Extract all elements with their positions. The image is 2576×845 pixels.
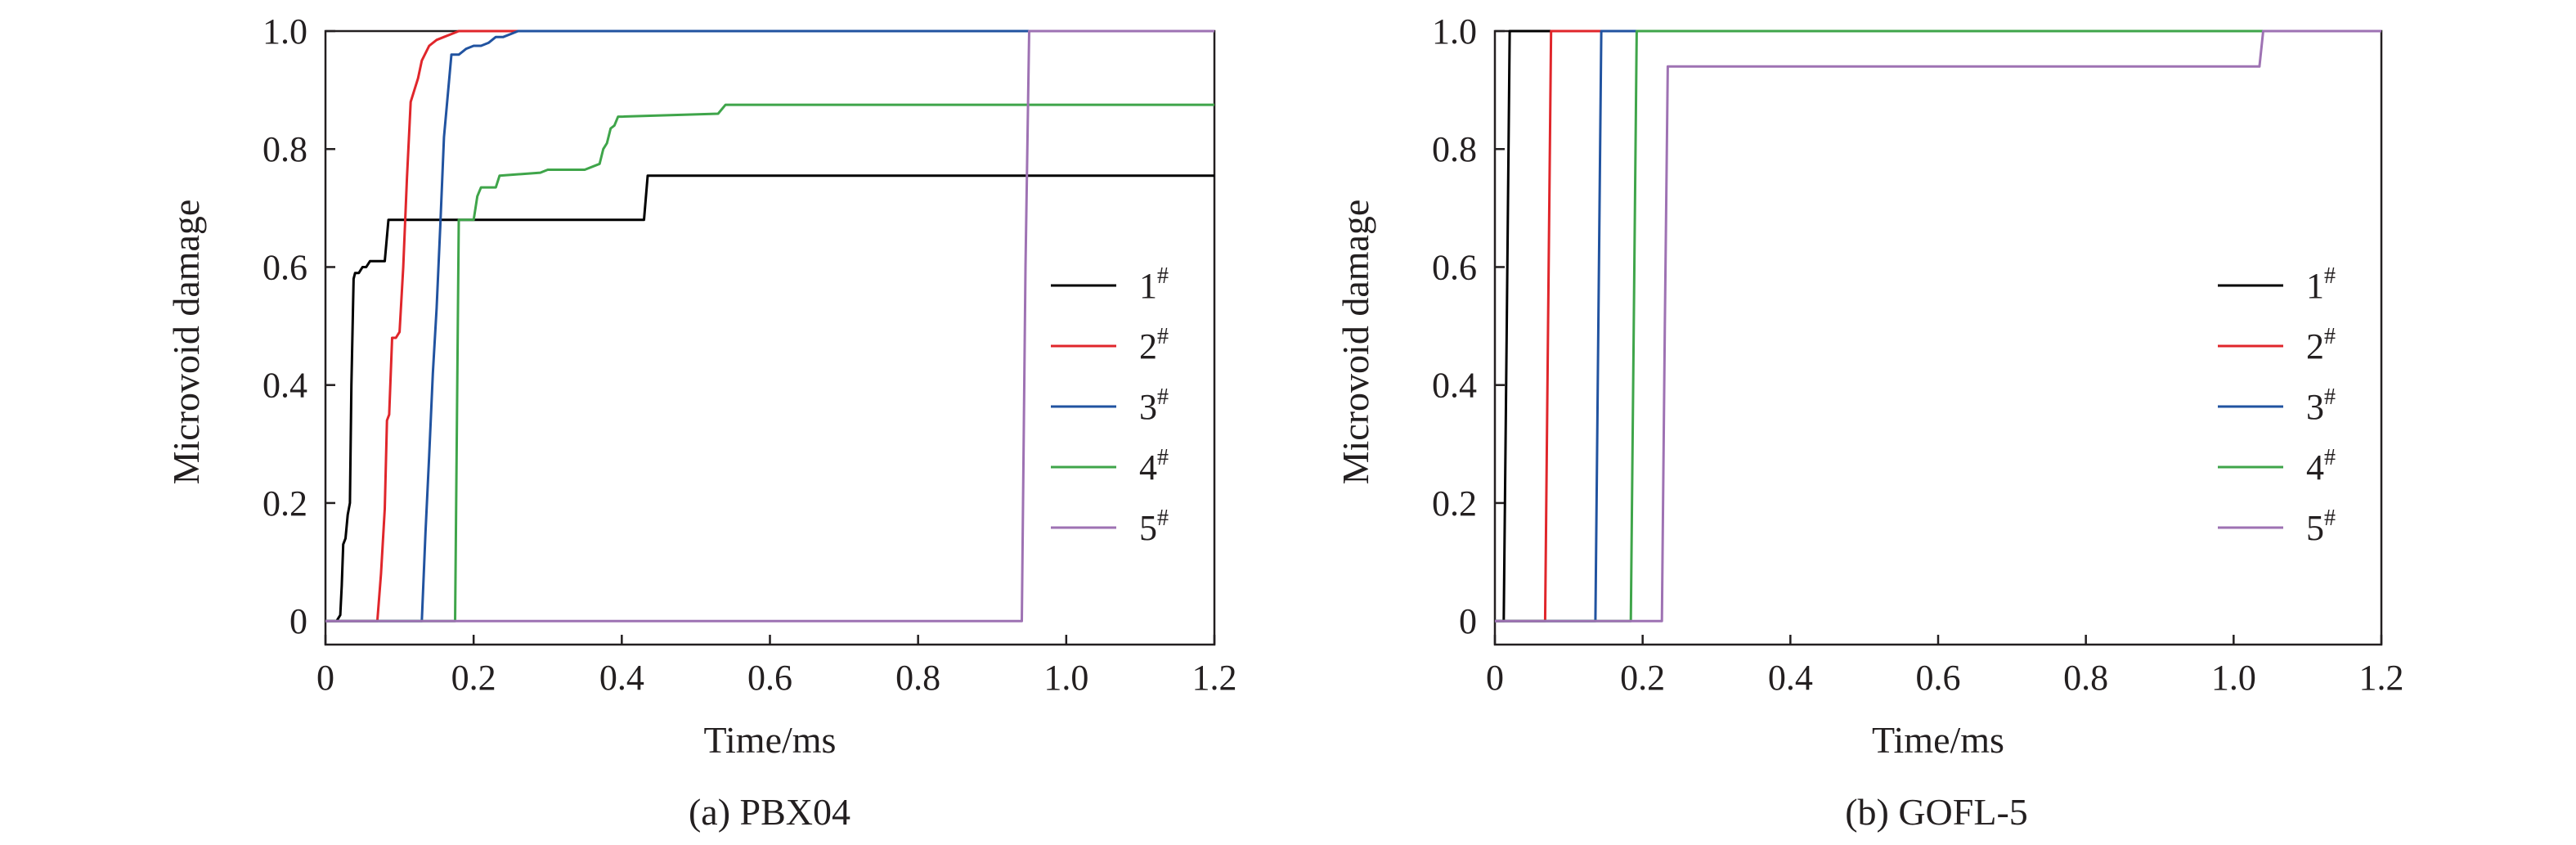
legend-label-number: 2: [1139, 326, 1157, 366]
y-tick-label: 1.0: [1432, 11, 1477, 52]
legend-label-superscript: #: [1157, 324, 1169, 349]
series-line-4: [325, 103, 1214, 623]
legend-label-superscript: #: [1157, 384, 1169, 410]
series-line-4: [1495, 29, 2381, 623]
x-tick-label: 0.4: [1768, 658, 1813, 698]
legend-label-4: 4#: [2306, 445, 2336, 488]
series-line-2: [1495, 29, 2381, 623]
legend-label-number: 5: [2306, 508, 2324, 548]
plot-frame: [1493, 29, 2383, 646]
y-tick-label: 0: [289, 601, 307, 641]
x-tick-label: 0.8: [895, 658, 940, 698]
y-tick-label: 0.8: [263, 129, 307, 169]
legend-label-number: 5: [1139, 508, 1157, 548]
y-axis-label: Microvoid damage: [1335, 200, 1376, 485]
panel-pbx04: 0 0.2 0.4 0.6 0.8 1.0 1.2 0 0.2 0.4 0.6 0.8 1.0 Time/…: [165, 11, 1237, 833]
series-line-1: [325, 174, 1214, 623]
legend-label-1: 1#: [1139, 263, 1169, 306]
legend-label-number: 4: [1139, 447, 1157, 488]
legend-label-5: 5#: [2306, 506, 2336, 548]
x-tick-label: 0: [316, 658, 334, 698]
x-tick-label: 0.6: [1916, 658, 1961, 698]
x-axis-label: Time/ms: [1872, 719, 2004, 761]
legend-label-number: 1: [2306, 266, 2324, 306]
legend-label-1: 1#: [2306, 263, 2336, 306]
series-line-2: [325, 29, 1214, 623]
series-line-5: [325, 29, 1214, 623]
legend-label-number: 2: [2306, 326, 2324, 366]
legend-label-3: 3#: [2306, 384, 2336, 427]
x-tick-label: 0.4: [599, 658, 644, 698]
legend-label-superscript: #: [2324, 506, 2336, 531]
y-tick-label: 0.2: [263, 483, 307, 524]
legend-label-3: 3#: [1139, 384, 1169, 427]
x-tick-label: 0: [1486, 658, 1504, 698]
x-tick-label: 0.2: [451, 658, 496, 698]
y-tick-label: 0.4: [1432, 366, 1477, 406]
legend-label-number: 1: [1139, 266, 1157, 306]
x-tick-label: 1.2: [2359, 658, 2404, 698]
legend-label-5: 5#: [1139, 506, 1169, 548]
legend-label-superscript: #: [1157, 506, 1169, 531]
x-tick-label: 0.2: [1620, 658, 1665, 698]
legend-label-number: 3: [1139, 387, 1157, 427]
x-tick-label: 0.6: [747, 658, 792, 698]
panel-caption: (b) GOFL-5: [1845, 791, 2028, 833]
legend-label-superscript: #: [2324, 384, 2336, 410]
legend-label-superscript: #: [2324, 263, 2336, 289]
y-tick-label: 1.0: [263, 11, 307, 52]
panel-gofl5: 0 0.2 0.4 0.6 0.8 1.0 1.2 0 0.2 0.4 0.6 0.8 1.0 Time/…: [1335, 11, 2404, 833]
y-tick-label: 0.6: [1432, 247, 1477, 287]
legend-label-2: 2#: [1139, 324, 1169, 366]
legend-label-superscript: #: [2324, 445, 2336, 470]
legend-label-superscript: #: [1157, 445, 1169, 470]
series-line-3: [1495, 29, 2381, 623]
y-axis-label: Microvoid damage: [165, 200, 207, 485]
legend-label-4: 4#: [1139, 445, 1169, 488]
x-tick-label: 1.0: [1043, 658, 1088, 698]
x-tick-label: 1.0: [2211, 658, 2256, 698]
y-tick-label: 0.8: [1432, 129, 1477, 169]
y-tick-label: 0: [1459, 601, 1477, 641]
legend-label-number: 4: [2306, 447, 2324, 488]
legend-label-number: 3: [2306, 387, 2324, 427]
series-line-5: [1495, 29, 2381, 623]
y-tick-label: 0.2: [1432, 483, 1477, 524]
y-tick-label: 0.4: [263, 366, 307, 406]
y-tick-label: 0.6: [263, 247, 307, 287]
panel-caption: (a) PBX04: [689, 791, 850, 833]
x-tick-label: 1.2: [1192, 658, 1237, 698]
legend-label-superscript: #: [2324, 324, 2336, 349]
series-line-3: [325, 29, 1214, 623]
x-axis-label: Time/ms: [704, 719, 837, 761]
series-line-1: [1495, 29, 2381, 623]
legend-label-2: 2#: [2306, 324, 2336, 366]
x-tick-label: 0.8: [2063, 658, 2108, 698]
legend-label-superscript: #: [1157, 263, 1169, 289]
